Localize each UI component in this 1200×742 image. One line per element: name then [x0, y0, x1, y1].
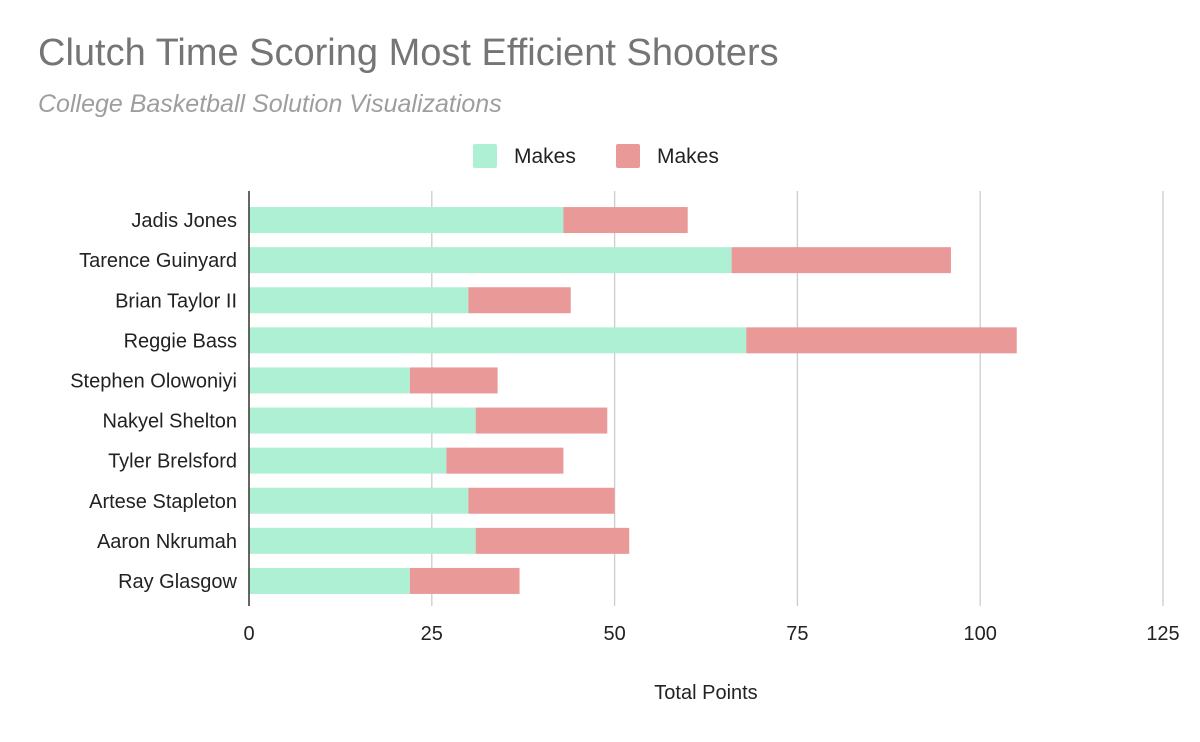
- bar-segment-series-1[interactable]: [249, 247, 732, 274]
- bar-segment-series-1[interactable]: [249, 527, 476, 554]
- bar-segment-series-1[interactable]: [249, 407, 476, 434]
- x-axis-tick-label: 100: [964, 623, 997, 645]
- bar-segment-series-2[interactable]: [468, 487, 615, 514]
- y-axis-label: Aaron Nkrumah: [97, 531, 237, 553]
- bar-segment-series-2[interactable]: [563, 207, 688, 234]
- y-axis-label: Stephen Olowoniyi: [70, 370, 237, 392]
- bar-segment-series-2[interactable]: [446, 447, 564, 474]
- bar-segment-series-2[interactable]: [409, 567, 520, 594]
- bar-segment-series-1[interactable]: [249, 367, 410, 394]
- bar-segment-series-1[interactable]: [249, 287, 469, 314]
- x-axis-tick-label: 0: [243, 623, 254, 645]
- x-axis-tick-label: 50: [603, 623, 625, 645]
- y-axis-label: Ray Glasgow: [118, 571, 237, 593]
- y-axis-label: Nakyel Shelton: [102, 411, 237, 433]
- bar-segment-series-2[interactable]: [409, 367, 498, 394]
- bar-segment-series-1[interactable]: [249, 447, 447, 474]
- x-axis-tick-label: 125: [1146, 623, 1179, 645]
- legend-label-series-1: Makes: [514, 145, 576, 168]
- bar-segment-series-2[interactable]: [475, 407, 608, 434]
- bar-segment-series-1[interactable]: [249, 327, 747, 354]
- legend-swatch-series-2: [616, 144, 640, 168]
- bar-segment-series-2[interactable]: [731, 247, 951, 274]
- y-axis-labels: Jadis Jones Tarence Guinyard Brian Taylor …: [70, 210, 237, 593]
- bar-segment-series-1[interactable]: [249, 567, 410, 594]
- legend-label-series-2: Makes: [657, 145, 719, 168]
- y-axis-label: Jadis Jones: [131, 210, 237, 232]
- x-axis-tick-label: 25: [421, 623, 443, 645]
- y-axis-label: Tarence Guinyard: [79, 250, 237, 272]
- y-axis-label: Reggie Bass: [124, 330, 237, 352]
- x-axis-title: Total Points: [654, 682, 757, 704]
- chart-subtitle: College Basketball Solution Visualizatio…: [38, 90, 502, 118]
- bar-segment-series-1[interactable]: [249, 207, 564, 234]
- x-axis-tick-label: 75: [786, 623, 808, 645]
- bar-segment-series-1[interactable]: [249, 487, 469, 514]
- bars: [249, 207, 1017, 594]
- y-axis-label: Brian Taylor II: [115, 290, 237, 312]
- legend: Makes Makes: [473, 144, 719, 168]
- y-axis-label: Artese Stapleton: [89, 491, 237, 513]
- x-axis-tick-labels: 0 25 50 75 100 125: [243, 623, 1179, 645]
- y-axis-label: Tyler Brelsford: [108, 451, 237, 473]
- bar-segment-series-2[interactable]: [746, 327, 1017, 354]
- bar-segment-series-2[interactable]: [475, 527, 630, 554]
- chart-title: Clutch Time Scoring Most Efficient Shoot…: [38, 32, 779, 74]
- legend-swatch-series-1: [473, 144, 497, 168]
- bar-segment-series-2[interactable]: [468, 287, 571, 314]
